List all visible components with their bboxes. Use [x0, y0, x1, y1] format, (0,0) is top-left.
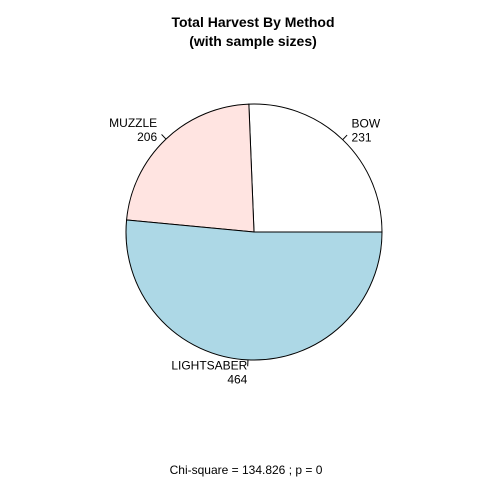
chart-subtitle: (with sample sizes): [189, 33, 317, 49]
chart-title: Total Harvest By Method: [171, 14, 334, 30]
pie-value-muzzle: 206: [137, 130, 157, 144]
pie-label-muzzle: MUZZLE: [109, 116, 157, 130]
pie-label-tick-bow: [343, 135, 347, 140]
pie-value-bow: 231: [352, 130, 372, 144]
pie-label-lightsaber: LIGHTSABER: [171, 359, 247, 373]
pie-slice-lightsaber: [126, 220, 382, 360]
pie-value-lightsaber: 464: [227, 373, 247, 387]
pie-label-bow: BOW: [352, 116, 381, 130]
chart-footer: Chi-square = 134.826 ; p = 0: [170, 463, 323, 477]
pie-slices: [126, 104, 382, 360]
pie-label-tick-muzzle: [162, 134, 166, 139]
